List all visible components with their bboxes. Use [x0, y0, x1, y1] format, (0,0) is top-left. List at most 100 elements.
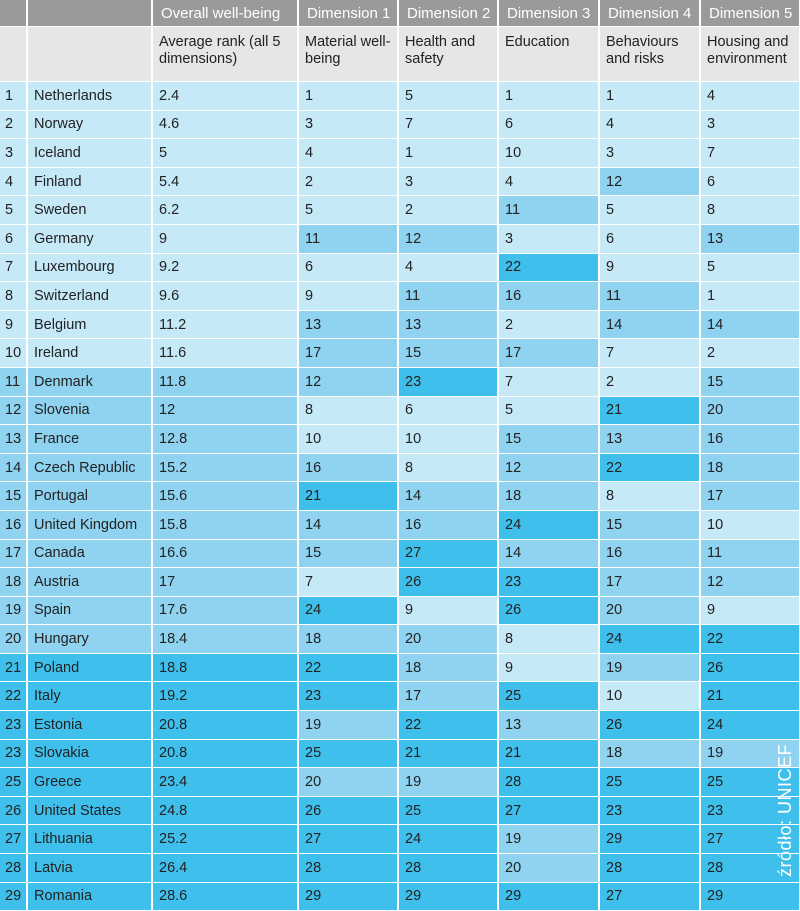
- dimension-3-cell: 10: [498, 138, 600, 168]
- dimension-1-cell: 6: [298, 253, 399, 283]
- average-rank-cell: 28.6: [152, 882, 299, 911]
- dimension-5-cell: 23: [700, 796, 800, 826]
- table-row: 6 Germany 9 11 12 3 6 13: [0, 224, 800, 254]
- table-row: 8 Switzerland 9.6 9 11 16 11 1: [0, 281, 800, 311]
- dimension-2-cell: 24: [398, 824, 499, 855]
- dimension-5-cell: 5: [700, 253, 800, 283]
- dimension-4-cell: 13: [599, 424, 701, 454]
- country-cell: Germany: [27, 224, 153, 254]
- dimension-4-cell: 15: [599, 510, 701, 540]
- table-row: 22 Italy 19.2 23 17 25 10 21: [0, 681, 800, 712]
- rank-cell: 5: [0, 195, 28, 225]
- table-row: 20 Hungary 18.4 18 20 8 24 22: [0, 624, 800, 654]
- table-row: 5 Sweden 6.2 5 2 11 5 8: [0, 195, 800, 225]
- average-rank-cell: 19.2: [152, 681, 299, 712]
- dimension-4-cell: 2: [599, 367, 701, 397]
- table-row: 23 Estonia 20.8 19 22 13 26 24: [0, 710, 800, 740]
- rank-cell: 20: [0, 624, 28, 654]
- subheader-average-rank: Average rank (all 5 dimensions): [152, 26, 299, 82]
- country-cell: Spain: [27, 596, 153, 626]
- rank-cell: 27: [0, 824, 28, 855]
- table-row: 10 Ireland 11.6 17 15 17 7 2: [0, 338, 800, 368]
- dimension-3-cell: 20: [498, 853, 600, 883]
- dimension-5-cell: 16: [700, 424, 800, 454]
- dimension-1-cell: 3: [298, 110, 399, 140]
- rank-cell: 18: [0, 567, 28, 597]
- dimension-1-cell: 21: [298, 481, 399, 511]
- dimension-4-cell: 4: [599, 110, 701, 140]
- dimension-1-cell: 4: [298, 138, 399, 168]
- dimension-1-cell: 20: [298, 767, 399, 797]
- dimension-3-cell: 15: [498, 424, 600, 454]
- dimension-2-cell: 18: [398, 653, 499, 683]
- table-row: 1 Netherlands 2.4 1 5 1 1 4: [0, 81, 800, 111]
- table-row: 19 Spain 17.6 24 9 26 20 9: [0, 596, 800, 626]
- average-rank-cell: 18.4: [152, 624, 299, 654]
- header-dimension-3: Dimension 3: [498, 0, 600, 27]
- rank-cell: 10: [0, 338, 28, 368]
- country-cell: Hungary: [27, 624, 153, 654]
- rank-cell: 4: [0, 167, 28, 197]
- dimension-2-cell: 8: [398, 453, 499, 483]
- dimension-5-cell: 11: [700, 539, 800, 569]
- dimension-2-cell: 9: [398, 596, 499, 626]
- dimension-4-cell: 26: [599, 710, 701, 740]
- dimension-2-cell: 13: [398, 310, 499, 340]
- dimension-1-cell: 1: [298, 81, 399, 111]
- country-cell: Poland: [27, 653, 153, 683]
- dimension-3-cell: 18: [498, 481, 600, 511]
- dimension-2-cell: 12: [398, 224, 499, 254]
- country-cell: Austria: [27, 567, 153, 597]
- rank-cell: 19: [0, 596, 28, 626]
- dimension-2-cell: 3: [398, 167, 499, 197]
- subheader-blank: [0, 26, 28, 82]
- subheader-behaviours: Behaviours and risks: [599, 26, 701, 82]
- dimension-5-cell: 10: [700, 510, 800, 540]
- table-row: 26 United States 24.8 26 25 27 23 23: [0, 796, 800, 826]
- dimension-1-cell: 13: [298, 310, 399, 340]
- dimension-1-cell: 26: [298, 796, 399, 826]
- dimension-4-cell: 21: [599, 396, 701, 426]
- dimension-3-cell: 3: [498, 224, 600, 254]
- dimension-2-cell: 23: [398, 367, 499, 397]
- dimension-5-cell: 28: [700, 853, 800, 883]
- rank-cell: 22: [0, 681, 28, 712]
- rank-cell: 17: [0, 539, 28, 569]
- dimension-5-cell: 12: [700, 567, 800, 597]
- country-cell: Netherlands: [27, 81, 153, 111]
- average-rank-cell: 6.2: [152, 195, 299, 225]
- dimension-3-cell: 17: [498, 338, 600, 368]
- header-row: Overall well-being Dimension 1 Dimension…: [0, 0, 800, 27]
- dimension-1-cell: 7: [298, 567, 399, 597]
- average-rank-cell: 20.8: [152, 739, 299, 769]
- rank-cell: 13: [0, 424, 28, 454]
- dimension-4-cell: 24: [599, 624, 701, 654]
- dimension-1-cell: 28: [298, 853, 399, 883]
- dimension-4-cell: 25: [599, 767, 701, 797]
- table-row: 15 Portugal 15.6 21 14 18 8 17: [0, 481, 800, 511]
- average-rank-cell: 20.8: [152, 710, 299, 740]
- dimension-4-cell: 23: [599, 796, 701, 826]
- dimension-5-cell: 19: [700, 739, 800, 769]
- average-rank-cell: 5: [152, 138, 299, 168]
- average-rank-cell: 2.4: [152, 81, 299, 111]
- dimension-2-cell: 7: [398, 110, 499, 140]
- average-rank-cell: 5.4: [152, 167, 299, 197]
- country-cell: Luxembourg: [27, 253, 153, 283]
- subheader-education: Education: [498, 26, 600, 82]
- dimension-2-cell: 25: [398, 796, 499, 826]
- average-rank-cell: 11.6: [152, 338, 299, 368]
- dimension-5-cell: 27: [700, 824, 800, 855]
- dimension-5-cell: 25: [700, 767, 800, 797]
- country-cell: Portugal: [27, 481, 153, 511]
- dimension-2-cell: 2: [398, 195, 499, 225]
- dimension-3-cell: 27: [498, 796, 600, 826]
- rank-cell: 21: [0, 653, 28, 683]
- country-cell: Czech Republic: [27, 453, 153, 483]
- dimension-5-cell: 13: [700, 224, 800, 254]
- dimension-2-cell: 19: [398, 767, 499, 797]
- table-row: 28 Latvia 26.4 28 28 20 28 28: [0, 853, 800, 883]
- dimension-3-cell: 12: [498, 453, 600, 483]
- table-row: 16 United Kingdom 15.8 14 16 24 15 10: [0, 510, 800, 540]
